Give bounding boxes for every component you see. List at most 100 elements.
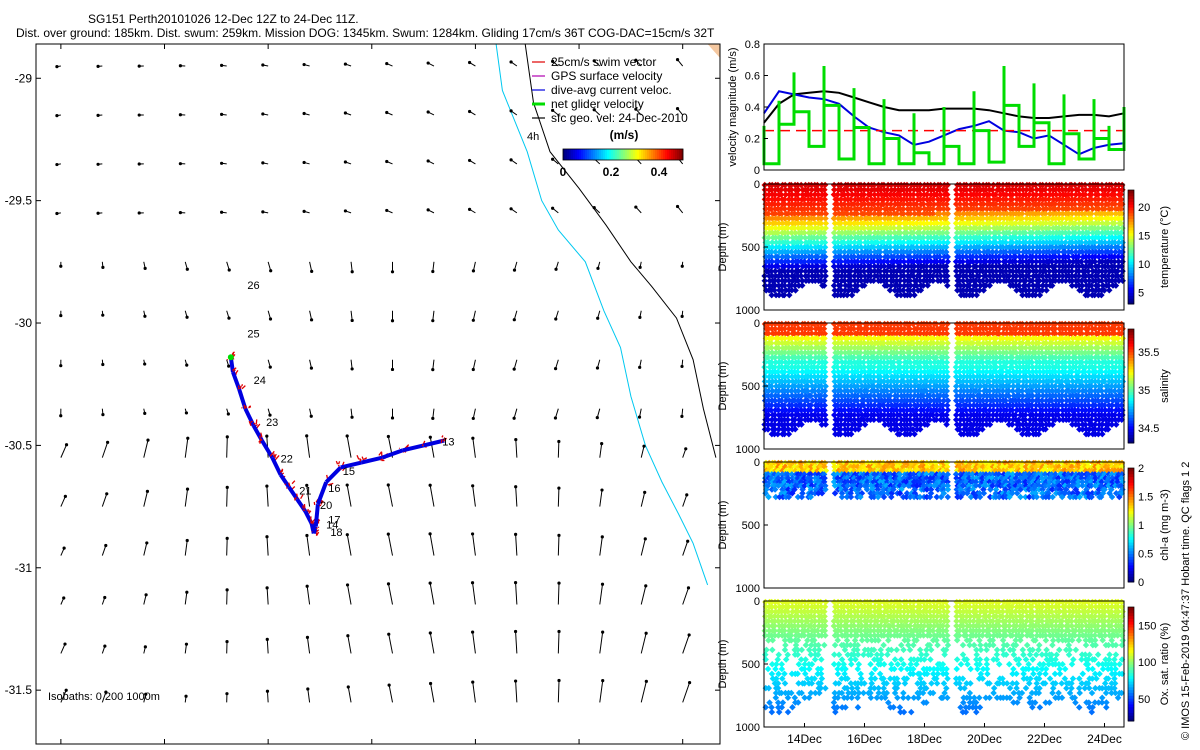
colorbar-tick-label: 0.2 — [603, 165, 620, 179]
map-y-tick-label: -30 — [15, 316, 33, 330]
velocity-arrow — [348, 636, 351, 654]
colorbar-cell — [1128, 233, 1134, 236]
colorbar-cell — [1128, 253, 1134, 256]
velocity-arrow-head — [468, 61, 471, 64]
swim-vector — [362, 457, 363, 461]
velocity-arrow-head — [385, 209, 388, 212]
dac-track-segment — [326, 467, 341, 482]
velocity-arrow-head — [138, 211, 141, 214]
colorbar-cell — [585, 149, 587, 160]
velocity-arrow — [388, 534, 392, 555]
velocity-arrow-head — [55, 212, 58, 215]
velocity-arrow-head — [346, 533, 349, 536]
colorbar-cell — [1128, 256, 1134, 259]
colorbar-cell — [1128, 204, 1134, 207]
velocity-arrow-head — [144, 267, 147, 270]
velocity-arrow-head — [261, 112, 264, 115]
velocity-arrow-head — [601, 583, 604, 586]
velocity-arrow-head — [226, 435, 229, 438]
velocity-arrow — [516, 440, 517, 458]
velocity-arrow — [307, 637, 309, 653]
velocity-arrow-head — [676, 58, 679, 61]
profile-point — [1119, 225, 1126, 232]
colorbar-cell — [1128, 284, 1134, 287]
track-start-marker — [228, 354, 234, 360]
velocity-arrow-head — [644, 584, 647, 587]
velocity-arrow-head — [138, 113, 141, 116]
velocity-arrow — [641, 492, 644, 506]
velocity-arrow-head — [387, 435, 390, 438]
velocity-arrow — [185, 592, 187, 604]
profile-point — [944, 239, 951, 246]
colorbar-tick-label: 15 — [1138, 231, 1150, 243]
velocity-arrow — [558, 441, 559, 457]
swim-vector — [360, 458, 361, 461]
velocity-arrow-head — [600, 488, 603, 491]
profile-point — [944, 373, 951, 380]
velocity-arrow-head — [310, 270, 313, 273]
colorbar-cell — [1128, 247, 1134, 250]
velocity-arrow-head — [269, 366, 272, 369]
velocity-arrow-head — [225, 692, 228, 695]
velocity-arrow-head — [265, 535, 268, 538]
colorbar-cell — [615, 149, 617, 160]
colorbar-cell — [671, 149, 673, 160]
map-y-tick-label: -29 — [15, 71, 33, 85]
velocity-arrow-head — [346, 434, 349, 437]
velocity-arrow-head — [387, 633, 390, 636]
velocity-arrow-head — [557, 534, 560, 537]
colorbar-tick-label: 10 — [1138, 259, 1150, 271]
dive-number-label: 13 — [442, 436, 454, 448]
velocity-arrow-head — [143, 412, 146, 415]
velocity-arrow-head — [59, 265, 62, 268]
dive-number-label: 24 — [254, 375, 266, 387]
velocity-y-tick-label: 0.2 — [745, 134, 760, 146]
colorbar-cell — [591, 149, 593, 160]
colorbar-tick-label: 20 — [1138, 202, 1150, 214]
velocity-arrow-head — [101, 266, 104, 269]
velocity-arrow-head — [471, 630, 474, 633]
map-y-tick-label: -31 — [15, 561, 33, 575]
colorbar-cell — [633, 149, 635, 160]
velocity-arrow-head — [344, 111, 347, 114]
velocity-arrow-head — [385, 111, 388, 114]
velocity-arrow-head — [680, 415, 683, 418]
velocity-arrow-head — [431, 319, 434, 322]
velocity-arrow-head — [261, 63, 264, 66]
velocity-arrow-head — [65, 443, 68, 446]
colorbar-cell — [1128, 258, 1134, 261]
colorbar-cell — [669, 149, 671, 160]
velocity-arrow-head — [427, 110, 430, 113]
profile-point — [945, 407, 952, 414]
colorbar-cell — [1128, 298, 1134, 301]
velocity-arrow-head — [63, 642, 66, 645]
colorbar-cell — [577, 149, 579, 160]
velocity-arrow-head — [344, 160, 347, 163]
velocity-arrow — [600, 490, 602, 507]
velocity-arrow — [473, 486, 476, 507]
velocity-arrow-head — [634, 205, 637, 208]
velocity-arrow — [683, 635, 689, 653]
depth-ylabel: Depth (m) — [717, 223, 729, 272]
profile-point — [1119, 278, 1126, 285]
velocity-arrow-head — [101, 413, 104, 416]
velocity-arrow-head — [638, 416, 641, 419]
velocity-arrow-head — [509, 207, 512, 210]
velocity-arrow-head — [310, 415, 313, 418]
swim-vector — [339, 461, 340, 464]
velocity-arrow-head — [596, 416, 599, 419]
velocity-arrow-head — [429, 582, 432, 585]
map-y-tick-label: -31.5 — [5, 683, 33, 697]
velocity-arrow-head — [513, 268, 516, 271]
velocity-arrow-head — [186, 268, 189, 271]
colorbar-cell — [1128, 230, 1134, 233]
velocity-arrow-head — [59, 414, 62, 417]
swim-vector — [364, 458, 367, 460]
velocity-arrow — [683, 541, 688, 555]
colorbar-cell — [619, 149, 621, 160]
velocity-arrow-head — [185, 411, 188, 414]
velocity-arrow — [144, 440, 148, 458]
velocity-arrow-head — [385, 62, 388, 65]
